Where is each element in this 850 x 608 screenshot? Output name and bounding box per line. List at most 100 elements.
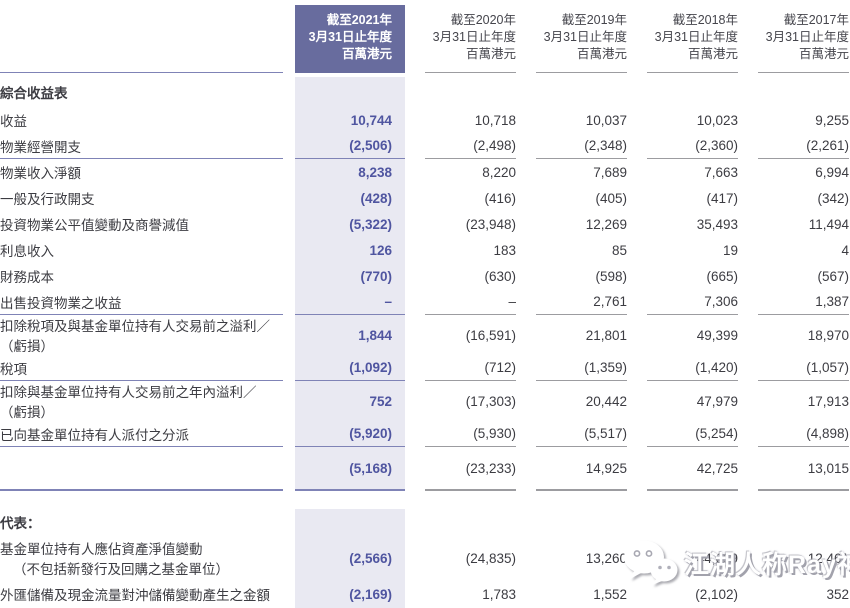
table-body: 綜合收益表 收益 10,744 10,718 10,037 10,023 9,255 物業經營…: [0, 77, 850, 608]
cell-value: (23,233): [425, 447, 516, 491]
cell-value: 2,761: [536, 289, 627, 315]
row-label: 稅項: [0, 355, 283, 381]
header-line: 截至2020年: [450, 13, 516, 27]
header-line: 百萬港元: [465, 47, 516, 61]
cell-value: 17,913: [807, 393, 849, 409]
cell-value: (4,898): [758, 421, 849, 447]
row-label-line: 已向基金單位持有人派付之分派: [0, 427, 189, 443]
table-row-2: 物業經營開支 (2,506) (2,498) (2,348) (2,360) (2,261…: [0, 133, 850, 159]
row-label: 一般及行政開支: [0, 185, 283, 211]
table-row-5: 投資物業公平值變動及商譽減值 (5,322) (23,948) 12,269 35,49…: [0, 211, 850, 237]
cell-value: (2,498): [425, 133, 516, 159]
row-label: 扣除稅項及與基金單位持有人交易前之溢利／（虧損）: [0, 315, 283, 355]
header-line: 截至2021年: [326, 13, 392, 27]
row-label-line: 一般及行政開支: [0, 192, 95, 207]
cell-value: 19: [722, 242, 738, 258]
cell-value: 8,220: [482, 164, 516, 180]
cell-value: (2,348): [536, 133, 627, 159]
cell-value: 20,442: [585, 393, 627, 409]
row-label-line: 代表：: [0, 516, 41, 531]
table-row-4: 一般及行政開支 (428) (416) (405) (417) (342): [0, 185, 850, 211]
cell-value: –: [295, 289, 405, 315]
cell-value: (17,303): [465, 393, 516, 409]
header-line: 3月31日止年度: [543, 30, 627, 44]
cell-value: 35,493: [696, 216, 738, 232]
header-year-cell-3: 截至2018年 3月31日止年度 百萬港元: [647, 5, 738, 73]
cell-value: 126: [295, 237, 405, 263]
cell-value: 8,238: [295, 159, 405, 185]
cell-value: 1,552: [593, 586, 627, 602]
table-row-1: 收益 10,744 10,718 10,037 10,023 9,255: [0, 107, 850, 133]
header-year-cell-2: 截至2019年 3月31日止年度 百萬港元: [536, 5, 627, 73]
cell-value: 14,925: [536, 447, 627, 491]
row-label: 物業收入淨額: [0, 159, 283, 185]
row-label-line: 物業收入淨額: [0, 166, 81, 181]
cell-value: (405): [595, 190, 627, 206]
cell-value: 49,399: [696, 327, 738, 343]
row-label: 收益: [0, 107, 283, 133]
cell-value: (2,360): [647, 133, 738, 159]
header-line: 截至2017年: [783, 13, 849, 27]
row-label-line: 投資物業公平值變動及商譽減值: [0, 218, 189, 233]
cell-value: (712): [425, 355, 516, 381]
cell-value: (5,920): [295, 421, 405, 447]
row-label-line: 收益: [0, 114, 27, 129]
row-label: 扣除與基金單位持有人交易前之年內溢利／（虧損）: [0, 381, 283, 421]
table-row-14: 代表：: [0, 509, 850, 535]
header-line: 百萬港元: [798, 47, 849, 61]
cell-value: 10,037: [585, 112, 627, 128]
header-line: 截至2018年: [672, 13, 738, 27]
cell-value: 7,663: [704, 164, 738, 180]
table-row-3: 物業收入淨額 8,238 8,220 7,689 7,663 6,994: [0, 159, 850, 185]
table-row-13: (5,168) (23,233) 14,925 42,725 13,015: [0, 447, 850, 491]
cell-value: (5,254): [647, 421, 738, 447]
row-label-line2: （不包括新發行及回購之基金單位）: [13, 562, 229, 577]
cell-value: 9,255: [815, 112, 849, 128]
table-header-row: 截至2021年 3月31日止年度 百萬港元 截至2020年 3月31日止年度 百萬港元 截至…: [0, 5, 850, 73]
cell-value: (342): [817, 190, 849, 206]
table-row-11: 扣除與基金單位持有人交易前之年內溢利／（虧損） 752 (17,303) 20,442…: [0, 381, 850, 421]
cell-value: 18,970: [807, 327, 849, 343]
row-label: 物業經營開支: [0, 133, 283, 159]
cell-value: (417): [706, 190, 738, 206]
row-label: 出售投資物業之收益: [0, 289, 283, 315]
row-label-line: 財務成本: [0, 270, 54, 285]
table-row-15: 基金單位持有人應佔資產淨值變動 （不包括新發行及回購之基金單位） (2,566) (2…: [0, 535, 850, 581]
cell-value: (665): [706, 268, 738, 284]
row-label-line: 基金單位持有人應佔資產淨值變動: [0, 542, 203, 557]
header-line: 3月31日止年度: [308, 30, 392, 44]
cell-value: [536, 77, 627, 107]
cell-value: (770): [295, 263, 405, 289]
cell-value: (5,517): [536, 421, 627, 447]
cell-value: (2,566): [295, 535, 405, 581]
cell-value: [647, 509, 738, 535]
cell-value: 1,783: [482, 586, 516, 602]
table-row-10: 稅項 (1,092) (712) (1,359) (1,420) (1,057): [0, 355, 850, 381]
cell-value: [295, 77, 405, 107]
header-line: 截至2019年: [561, 13, 627, 27]
cell-value: 752: [295, 381, 405, 421]
cell-value: (630): [484, 268, 516, 284]
cell-value: 10,023: [696, 112, 738, 128]
header-line: 3月31日止年度: [432, 30, 516, 44]
cell-value: [536, 509, 627, 535]
cell-value: (23,948): [465, 216, 516, 232]
cell-value: 42,725: [647, 447, 738, 491]
cell-value: 6,994: [815, 164, 849, 180]
cell-value: [295, 509, 405, 535]
header-line: 3月31日止年度: [654, 30, 738, 44]
cell-value: (1,092): [295, 355, 405, 381]
cell-value: 7,689: [593, 164, 627, 180]
cell-value: (16,591): [465, 327, 516, 343]
row-label-line: 扣除與基金單位持有人交易前之年內溢利／（虧損）: [0, 385, 257, 420]
cell-value: 4: [841, 242, 849, 258]
header-year-cell-4: 截至2017年 3月31日止年度 百萬港元: [758, 5, 849, 73]
cell-value: 44,609: [696, 550, 738, 566]
cell-value: 352: [826, 586, 849, 602]
row-label-line: 綜合收益表: [0, 86, 68, 101]
cell-value: [425, 77, 516, 107]
cell-value: (24,835): [465, 550, 516, 566]
cell-value: (2,102): [695, 586, 738, 602]
cell-value: (2,261): [758, 133, 849, 159]
